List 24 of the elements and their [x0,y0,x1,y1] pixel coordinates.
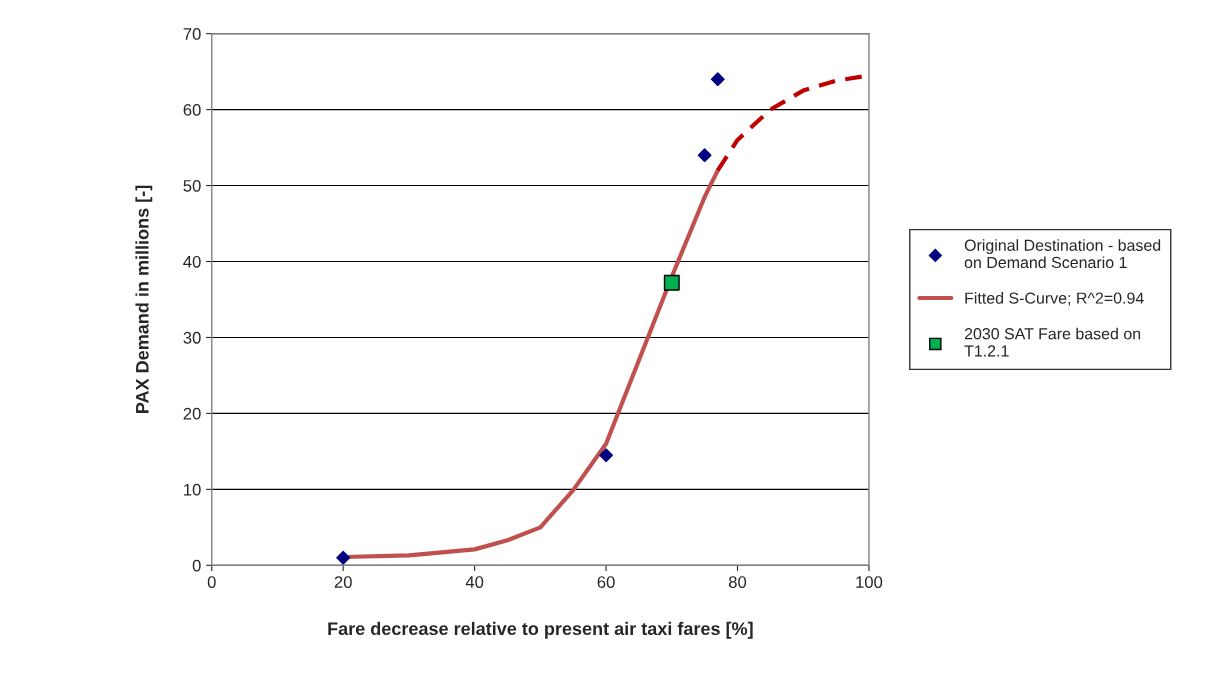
y-tick-label: 50 [183,179,201,192]
y-tick-label: 10 [184,483,201,496]
y-tick-label: 60 [183,104,201,116]
point [336,550,351,565]
y-tick-label: 0 [192,559,201,572]
x-tick-label: 80 [728,576,747,588]
y-tick-label: 70 [183,28,201,40]
y-tick-label: 40 [183,255,201,268]
point [599,448,613,463]
x-tick-label: 0 [207,576,216,588]
x-tick-label: 20 [334,576,352,588]
x-tick-label: 40 [465,576,484,588]
legend-label: Fitted S-Curve; R^2=0.94 [965,292,1144,306]
legend-label: Original Destination - based on Demand Scenario 1 [964,239,1161,269]
point [663,274,680,291]
y-tick-label: 20 [183,407,201,420]
point [710,72,725,87]
x-axis-title: Fare decrease relative to present air taxi fares [%] [328,621,753,639]
x-tick-label: 60 [597,576,615,588]
y-tick-label: 30 [183,331,201,344]
y-axis-title: PAX Demand in millions [-] [135,185,153,413]
x-tick-label: 100 [856,576,883,588]
point [697,148,712,163]
legend-label: 2030 SAT Fare based on T1.2.1 [964,327,1141,357]
